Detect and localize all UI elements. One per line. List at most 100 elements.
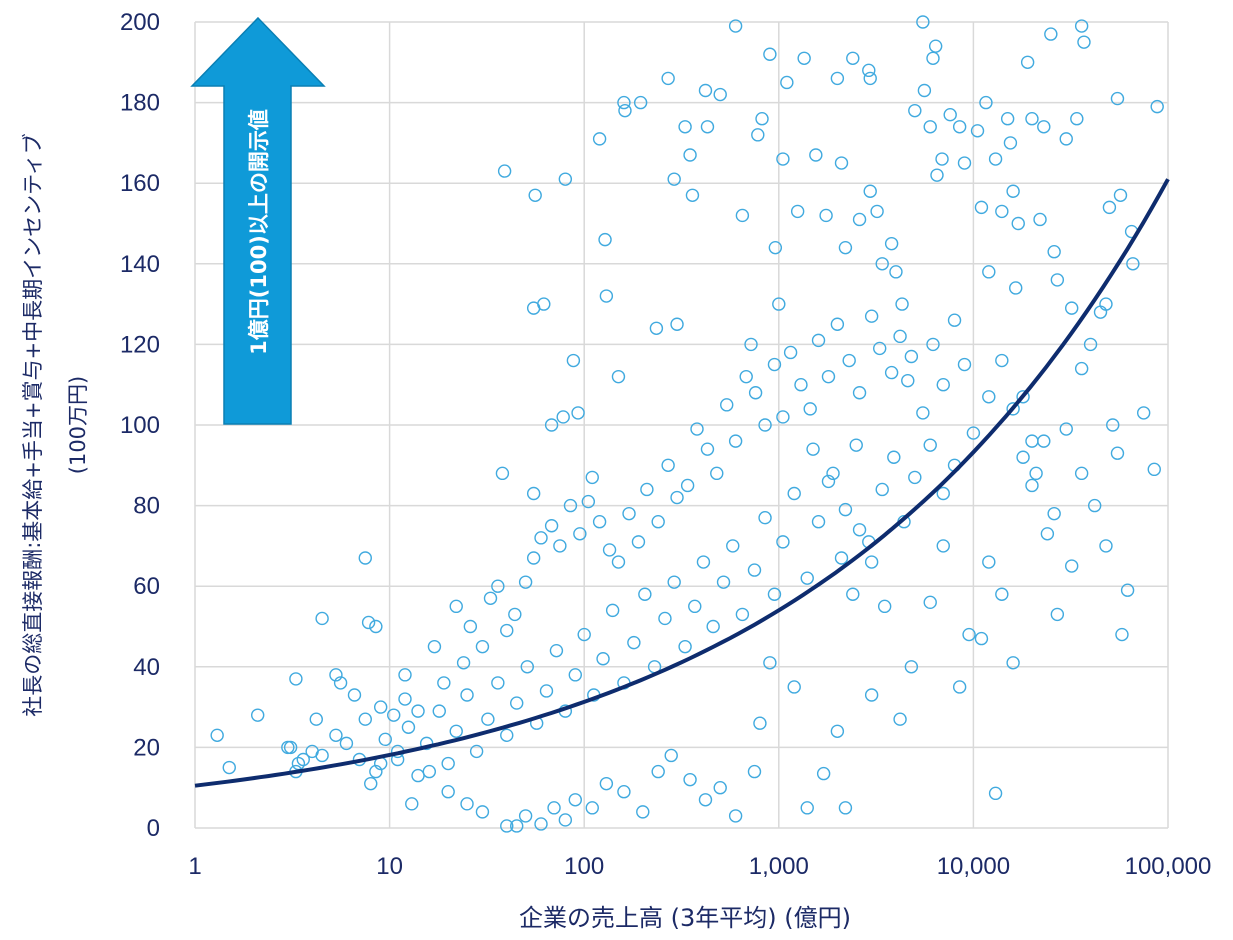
data-point [852,386,867,400]
data-point [696,555,711,569]
data-point [1025,478,1039,493]
data-point [936,539,950,553]
y-tick-label: 180 [120,90,160,117]
data-point [315,611,329,626]
y-tick-label: 120 [120,331,160,358]
data-point [776,535,790,549]
data-point [563,498,578,513]
data-point [460,797,474,811]
data-point [842,353,856,368]
y-tick-label: 100 [120,412,160,439]
data-point [401,720,416,734]
data-point [475,639,490,654]
annotation-arrow: 1億円(100)以上の開示値 [190,16,326,425]
data-point [908,103,922,118]
data-point [599,776,614,791]
data-point [877,599,892,614]
x-tick-label: 1 [188,853,201,880]
data-point [1074,361,1089,376]
data-point [577,627,591,642]
x-tick-labels: 1 10 100 1,000 10,000 100,000 [188,853,1211,880]
data-point [698,793,713,807]
data-point [1047,506,1061,521]
data-point [979,95,993,110]
data-point [747,764,762,779]
data-point [830,724,845,738]
data-point [1059,422,1073,436]
data-point [500,819,514,833]
data-point [852,212,867,227]
data-point [510,696,524,710]
data-point [568,793,582,807]
data-point [1120,583,1135,597]
data-point [974,631,989,646]
data-point [830,71,845,86]
data-point [826,466,840,481]
data-point [893,329,907,344]
y-tick-labels: 0 20 40 60 80 100 120 140 160 180 200 [120,9,160,842]
data-point [556,410,570,424]
data-point [1136,406,1151,420]
data-point [904,660,919,674]
data-point [952,120,967,134]
data-point [581,494,596,509]
data-point [988,786,1003,801]
data-point [1150,99,1164,114]
data-point [599,289,614,303]
data-point [884,365,899,380]
data-point [658,611,672,626]
data-point [863,184,877,198]
data-point [744,337,758,352]
data-point [846,51,860,65]
data-point [970,124,985,138]
data-point [838,801,853,815]
y-tick-label: 140 [120,251,160,278]
data-point [373,700,388,714]
data-point [1025,434,1039,448]
data-point [1009,281,1023,295]
data-point [638,587,652,601]
data-point [809,148,823,162]
data-point [617,95,631,110]
data-point [463,619,478,634]
data-point [611,555,626,569]
data-point [1115,627,1129,642]
data-point [518,809,533,823]
data-point [411,768,425,783]
data-point [361,615,376,630]
data-point [508,607,522,622]
x-axis-title: 企業の売上高 (3年平均) (億円) [519,904,851,932]
data-point [617,785,631,799]
data-point [405,797,419,811]
data-point [475,805,490,819]
data-point [763,656,777,670]
data-point [768,240,783,255]
data-point [358,551,372,565]
up-arrow-icon [190,16,326,425]
data-point [1065,559,1079,573]
data-point [633,95,648,110]
data-point [358,712,372,726]
data-point [398,692,412,706]
data-point [685,188,700,202]
data-point [800,801,814,815]
data-point [1020,55,1035,69]
data-point [347,688,362,702]
data-point [811,515,826,529]
data-point [821,369,836,384]
y-axis-title-line1: 社長の総直接報酬:基本給+手当+賞与+中長期インセンティブ [21,133,45,717]
data-point [1047,245,1061,259]
data-point [481,712,495,726]
data-point [1003,136,1018,150]
data-point [1037,434,1051,448]
data-point [1040,527,1055,541]
data-point [713,87,727,102]
data-point [1087,498,1102,513]
x-tick-label: 10,000 [937,853,1010,880]
data-point [602,543,617,557]
data-point [526,486,541,501]
data-point [500,623,514,638]
data-point [683,148,697,162]
data-point [558,172,573,186]
data-point [526,551,541,565]
